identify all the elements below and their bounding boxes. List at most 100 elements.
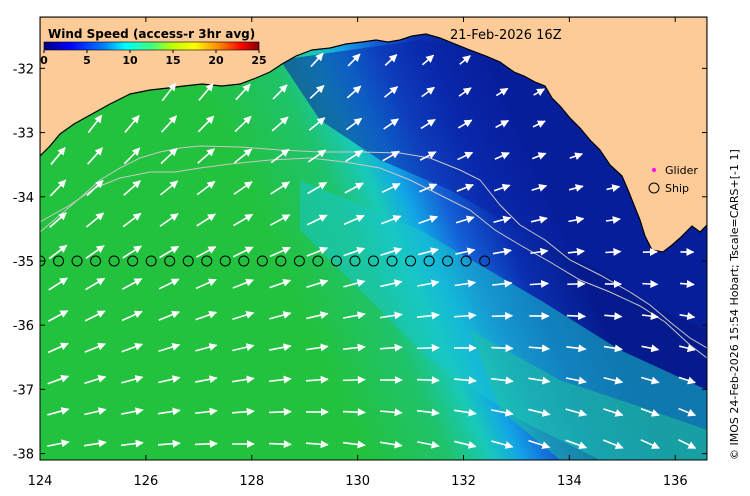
ship-position [90, 255, 102, 267]
wind-arrow [383, 118, 399, 130]
wind-arrow [641, 376, 660, 385]
wind-arrow [528, 344, 550, 353]
wind-arrow [380, 247, 403, 256]
wind-arrow [605, 216, 621, 224]
wind-arrow [568, 184, 584, 192]
wind-arrow [49, 179, 67, 197]
wind-arrow [122, 245, 142, 259]
ship-position [293, 255, 305, 267]
wind-arrow [268, 375, 292, 384]
wind-arrow [416, 408, 440, 417]
wind-arrow [195, 310, 218, 321]
wind-arrow [528, 408, 551, 417]
wind-arrow [642, 280, 659, 289]
wind-arrow [492, 279, 513, 288]
ship-position [442, 255, 454, 267]
wind-arrow [197, 148, 215, 164]
wind-arrow [678, 344, 696, 353]
wind-arrow [343, 311, 366, 320]
ship-position [238, 255, 250, 267]
wind-arrow [606, 184, 621, 193]
wind-arrow [268, 407, 292, 416]
glider-label: Glider [665, 164, 698, 177]
wind-arrow [530, 215, 548, 224]
wind-arrow [342, 343, 366, 352]
wind-arrow [493, 215, 512, 224]
wind-arrow [491, 311, 514, 320]
wind-arrow [50, 146, 66, 165]
wind-arrow [310, 52, 324, 68]
wind-arrow [121, 310, 143, 322]
wind-arrow [306, 311, 329, 320]
wind-arrow [567, 279, 586, 288]
wind-arrow [124, 114, 140, 133]
wind-arrow [270, 181, 290, 195]
wind-arrow [160, 147, 178, 165]
ship-position [145, 255, 157, 267]
wind-arrow [158, 343, 181, 353]
wind-arrow [603, 408, 624, 417]
colorbar-tick-label: 25 [251, 54, 266, 67]
wind-arrow [453, 376, 477, 385]
wind-arrow [159, 213, 179, 227]
wind-arrow [84, 439, 107, 448]
imos-credit: © IMOS 24-Feb-2026 15:54 Hobart; Tscale=… [728, 149, 741, 460]
wind-arrow [678, 438, 697, 450]
wind-arrow [531, 184, 548, 192]
wind-arrow [565, 408, 588, 417]
wind-arrow [641, 312, 659, 321]
lat-tick-label: -38 [13, 448, 34, 463]
wind-arrow [345, 150, 364, 162]
wind-arrow [343, 246, 366, 257]
map-date: 21-Feb-2026 16Z [450, 28, 562, 43]
wind-arrow [603, 376, 624, 385]
wind-arrow [306, 343, 329, 352]
colorbar-tick-label: 10 [122, 54, 138, 67]
wind-arrow [121, 407, 144, 416]
wind-arrow [640, 439, 660, 449]
wind-arrow [678, 376, 696, 385]
wind-arrow [345, 117, 363, 131]
wind-arrow [533, 88, 546, 96]
wind-arrow [232, 311, 255, 321]
wind-arrow [495, 119, 510, 129]
wind-arrow [342, 408, 366, 417]
wind-arrow [455, 247, 476, 256]
wind-arrow [454, 311, 477, 320]
wind-arrow [492, 247, 512, 256]
wind-arrow [565, 439, 588, 450]
wind-arrow [161, 115, 177, 133]
colorbar: Wind Speed (access-r 3hr avg) 0 5 10 15 20 25 [40, 27, 266, 67]
wind-arrow [565, 376, 587, 385]
colorbar-ramp [43, 41, 260, 51]
wind-arrow [380, 440, 403, 449]
lon-tick-label: 128 [239, 474, 264, 489]
wind-arrow [455, 215, 475, 224]
colorbar-tick-label: 5 [83, 54, 91, 67]
wind-arrow [270, 148, 290, 164]
lon-tick-label: 130 [345, 474, 370, 489]
lon-tick-label: 134 [557, 474, 582, 489]
wind-arrow [158, 310, 180, 321]
wind-arrow [84, 342, 106, 353]
wind-arrow [566, 344, 587, 353]
wind-arrow [420, 118, 436, 130]
wind-arrow [458, 87, 472, 97]
wind-arrow [308, 117, 326, 131]
wind-arrow [640, 407, 660, 417]
wind-arrow [528, 376, 551, 385]
wind-arrow-layer [47, 52, 697, 450]
teal-band [470, 330, 707, 460]
ship-position [312, 255, 324, 267]
wind-arrow [158, 375, 181, 384]
wind-arrow [232, 343, 255, 352]
wind-arrow [269, 246, 291, 258]
ship-track [40, 255, 491, 267]
wind-arrow [384, 54, 398, 66]
wind-arrow [269, 214, 291, 226]
platform-legend: Glider Ship [648, 164, 698, 195]
wind-arrow [491, 408, 514, 417]
wind-arrow [158, 278, 180, 290]
wind-arrow [679, 312, 696, 321]
